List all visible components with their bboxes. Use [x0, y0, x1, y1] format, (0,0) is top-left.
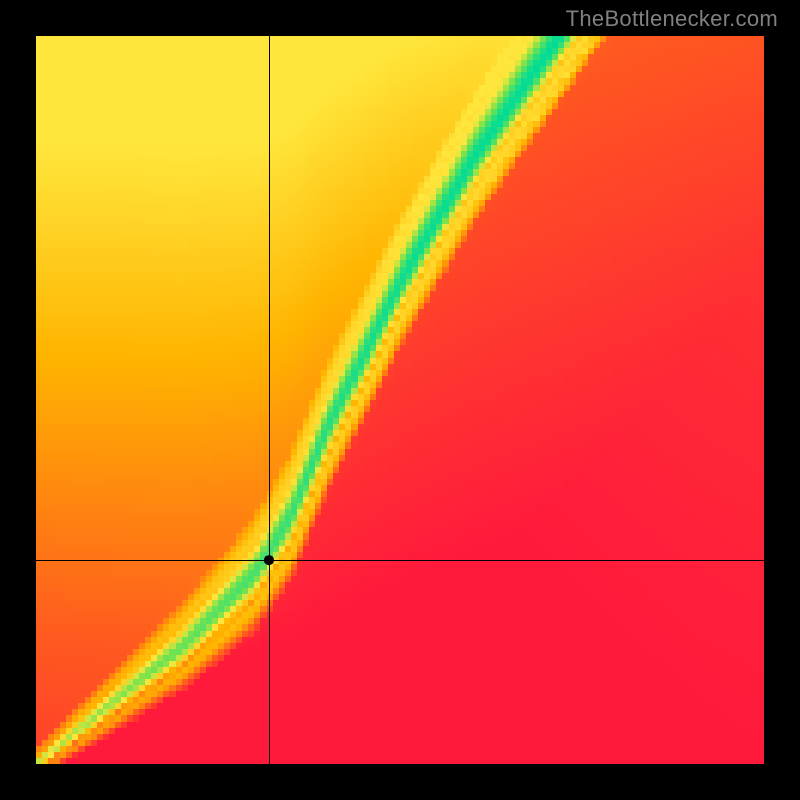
- watermark-text: TheBottlenecker.com: [566, 6, 778, 32]
- chart-container: TheBottlenecker.com: [0, 0, 800, 800]
- heatmap-canvas: [36, 36, 764, 764]
